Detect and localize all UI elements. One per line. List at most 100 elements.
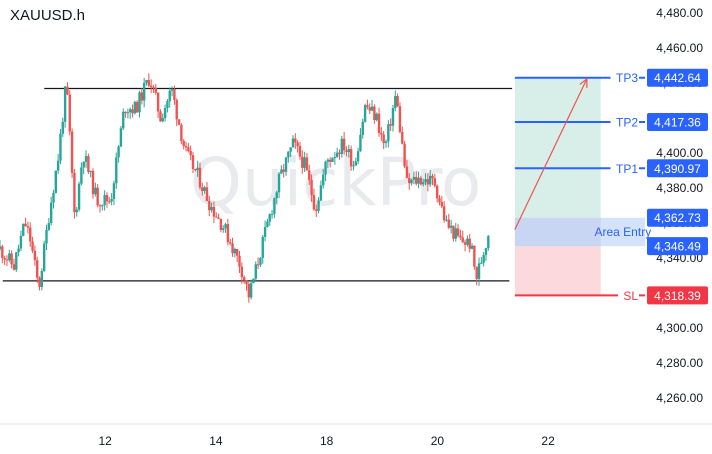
candle-body (12, 264, 16, 270)
price-axis[interactable]: 4,260.004,280.004,300.004,320.004,340.00… (650, 6, 710, 405)
candle-body (280, 169, 283, 174)
candle-body (33, 250, 37, 261)
candle-body (80, 167, 83, 184)
candle-body (345, 150, 348, 153)
candle-body (349, 149, 353, 167)
candle-body (470, 245, 474, 249)
price-badge-sl-bg (647, 286, 708, 305)
candle-body (359, 134, 362, 152)
candle-body (94, 187, 97, 195)
candle-body (308, 170, 311, 180)
candle-body (431, 175, 434, 179)
candle-body (391, 108, 395, 126)
time-axis[interactable]: 12 14 18 20 22 (0, 423, 712, 448)
candle-body (484, 247, 488, 255)
price-badge-tp2: 4,417.36 (654, 116, 701, 130)
candle-body (89, 170, 92, 172)
candle-body (387, 124, 390, 142)
candle-body (452, 225, 455, 239)
y-tick-label: 4,380.00 (656, 181, 703, 195)
candle-body (377, 113, 381, 134)
candle-body (210, 206, 213, 211)
candle-body (468, 238, 471, 249)
candle-body (419, 177, 423, 185)
level-name-bg (610, 69, 639, 86)
y-tick-label: 4,400.00 (656, 146, 703, 160)
candle-body (119, 128, 123, 147)
candle-body (247, 284, 251, 298)
candle-body (159, 111, 162, 122)
candle-body (105, 195, 109, 202)
candle-body (287, 151, 290, 158)
candle-body (310, 179, 313, 196)
arrow-shaft (514, 78, 588, 230)
candle-body (24, 223, 27, 227)
candle-body (375, 113, 378, 121)
candle-body (226, 224, 230, 243)
candle-body (124, 111, 127, 114)
candle-body (291, 138, 295, 148)
candle-body (154, 87, 157, 93)
candle-body (426, 179, 430, 185)
candle-body (415, 176, 418, 184)
candle-body (256, 264, 260, 266)
candle-body (205, 187, 209, 202)
candle-body (370, 106, 374, 111)
candle-body (459, 235, 462, 238)
candle-body (77, 183, 81, 210)
candle-body (47, 223, 51, 230)
candle-body (122, 111, 125, 129)
candle-body (49, 202, 53, 224)
candle-body (68, 94, 71, 132)
y-tick-label: 4,300.00 (656, 321, 703, 335)
candle-body (270, 213, 274, 215)
candle-body (454, 228, 457, 239)
candle-body (17, 248, 20, 253)
candle-body (296, 142, 299, 146)
candle-body (212, 206, 216, 217)
candle-body (22, 223, 25, 236)
candle-body (215, 216, 218, 218)
candle-body (473, 245, 476, 267)
candle-body (263, 227, 267, 237)
level-name-tp3: TP3 (616, 71, 638, 85)
candle-body (142, 82, 146, 101)
candle-body (405, 166, 409, 178)
candle-body (273, 198, 276, 214)
candle-body (284, 157, 288, 172)
price-badge-entry-high-bg (647, 208, 708, 227)
candle-body (73, 172, 76, 213)
candle-body (354, 161, 357, 166)
candle-body (175, 100, 178, 120)
candle-body (31, 241, 34, 251)
candle-body (408, 177, 411, 184)
candle-body (235, 248, 239, 256)
y-tick-label: 4,480.00 (656, 6, 703, 20)
candle-body (303, 157, 306, 168)
candle-body (301, 156, 304, 168)
candle-body (129, 109, 132, 113)
candle-body (42, 243, 46, 271)
level-name-sl: SL (623, 289, 638, 303)
candle-body (168, 90, 171, 102)
candle-body (315, 209, 318, 211)
candle-body (403, 143, 406, 167)
candle-body (149, 85, 153, 88)
candle-body (233, 248, 237, 254)
candle-body (331, 157, 334, 162)
candle-body (305, 157, 309, 171)
candle-body (163, 107, 167, 119)
candle-body (126, 112, 130, 114)
candle-body (424, 179, 427, 183)
candle-body (268, 214, 271, 222)
x-tick-label: 20 (431, 434, 445, 448)
candle-body (401, 131, 404, 144)
candle-body (366, 105, 369, 108)
candle-body (208, 201, 211, 211)
candle-body (384, 141, 388, 144)
candle-body (435, 185, 439, 199)
candle-body (131, 109, 134, 114)
price-badge-sl: 4,318.39 (654, 289, 701, 303)
price-badges: 4,442.64 4,417.36 4,390.97 4,318.39 4,362.73… (647, 68, 708, 305)
